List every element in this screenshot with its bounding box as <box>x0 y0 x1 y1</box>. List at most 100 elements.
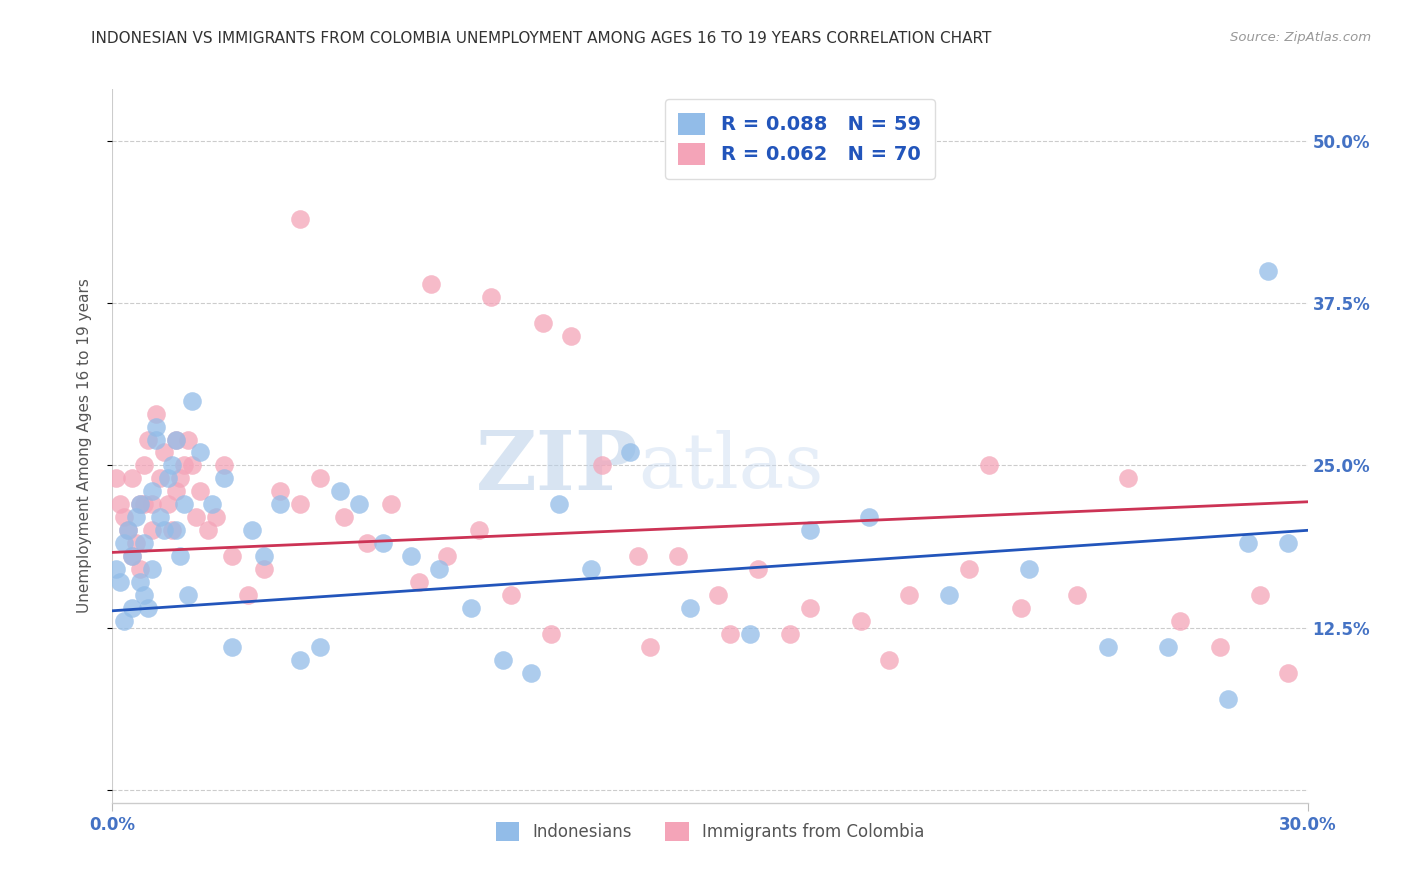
Point <box>373 536 395 550</box>
Point <box>129 497 152 511</box>
Point <box>560 328 582 343</box>
Point <box>1209 640 1232 654</box>
Point <box>212 458 235 473</box>
Point <box>117 524 139 538</box>
Point <box>898 588 921 602</box>
Point <box>531 316 554 330</box>
Point <box>1168 614 1191 628</box>
Point <box>308 471 330 485</box>
Point <box>619 445 641 459</box>
Y-axis label: Unemployment Among Ages 16 to 19 years: Unemployment Among Ages 16 to 19 years <box>77 278 91 614</box>
Point <box>977 458 1000 473</box>
Point <box>173 497 195 511</box>
Point <box>718 627 741 641</box>
Point <box>427 562 450 576</box>
Legend: Indonesians, Immigrants from Colombia: Indonesians, Immigrants from Colombia <box>489 815 931 848</box>
Point <box>253 549 276 564</box>
Point <box>212 471 235 485</box>
Point <box>799 524 821 538</box>
Point <box>221 640 243 654</box>
Point <box>499 588 522 602</box>
Point <box>380 497 402 511</box>
Point <box>401 549 423 564</box>
Point <box>165 484 187 499</box>
Text: atlas: atlas <box>638 431 824 504</box>
Point <box>145 433 167 447</box>
Point <box>1118 471 1140 485</box>
Point <box>114 614 135 628</box>
Point <box>134 536 156 550</box>
Point <box>162 458 183 473</box>
Point <box>141 524 163 538</box>
Point <box>129 497 152 511</box>
Point <box>492 653 515 667</box>
Point <box>420 277 443 291</box>
Point <box>269 497 291 511</box>
Point <box>707 588 730 602</box>
Point <box>162 524 183 538</box>
Point <box>129 575 152 590</box>
Point <box>141 562 163 576</box>
Point <box>145 407 167 421</box>
Point <box>141 484 163 499</box>
Point <box>540 627 562 641</box>
Point <box>1257 264 1279 278</box>
Point <box>436 549 458 564</box>
Point <box>269 484 291 499</box>
Point <box>1157 640 1180 654</box>
Point <box>858 510 880 524</box>
Point <box>747 562 769 576</box>
Point <box>141 497 163 511</box>
Point <box>121 549 143 564</box>
Point <box>134 497 156 511</box>
Point <box>1277 536 1299 550</box>
Point <box>205 510 228 524</box>
Text: Source: ZipAtlas.com: Source: ZipAtlas.com <box>1230 31 1371 45</box>
Point <box>851 614 873 628</box>
Point <box>157 497 180 511</box>
Point <box>738 627 761 641</box>
Point <box>479 290 502 304</box>
Point <box>938 588 960 602</box>
Point <box>879 653 901 667</box>
Point <box>138 601 160 615</box>
Point <box>121 601 143 615</box>
Point <box>1277 666 1299 681</box>
Point <box>236 588 259 602</box>
Point <box>1249 588 1271 602</box>
Point <box>129 562 152 576</box>
Point <box>145 419 167 434</box>
Point <box>356 536 378 550</box>
Point <box>165 433 187 447</box>
Point <box>134 588 156 602</box>
Point <box>288 653 311 667</box>
Point <box>153 524 176 538</box>
Point <box>105 562 128 576</box>
Text: INDONESIAN VS IMMIGRANTS FROM COLOMBIA UNEMPLOYMENT AMONG AGES 16 TO 19 YEARS CO: INDONESIAN VS IMMIGRANTS FROM COLOMBIA U… <box>91 31 991 46</box>
Point <box>121 471 143 485</box>
Point <box>1097 640 1119 654</box>
Point <box>408 575 430 590</box>
Point <box>1018 562 1040 576</box>
Point <box>349 497 371 511</box>
Point <box>197 524 219 538</box>
Point <box>201 497 224 511</box>
Point <box>181 393 204 408</box>
Point <box>157 471 180 485</box>
Text: ZIP: ZIP <box>475 427 638 508</box>
Point <box>110 575 132 590</box>
Point <box>627 549 650 564</box>
Point <box>329 484 352 499</box>
Point <box>799 601 821 615</box>
Point <box>114 510 135 524</box>
Point <box>1066 588 1088 602</box>
Point <box>173 458 195 473</box>
Point <box>1216 692 1239 706</box>
Point <box>188 484 211 499</box>
Point <box>579 562 602 576</box>
Point <box>679 601 702 615</box>
Point <box>520 666 543 681</box>
Point <box>149 510 172 524</box>
Point <box>592 458 614 473</box>
Point <box>181 458 204 473</box>
